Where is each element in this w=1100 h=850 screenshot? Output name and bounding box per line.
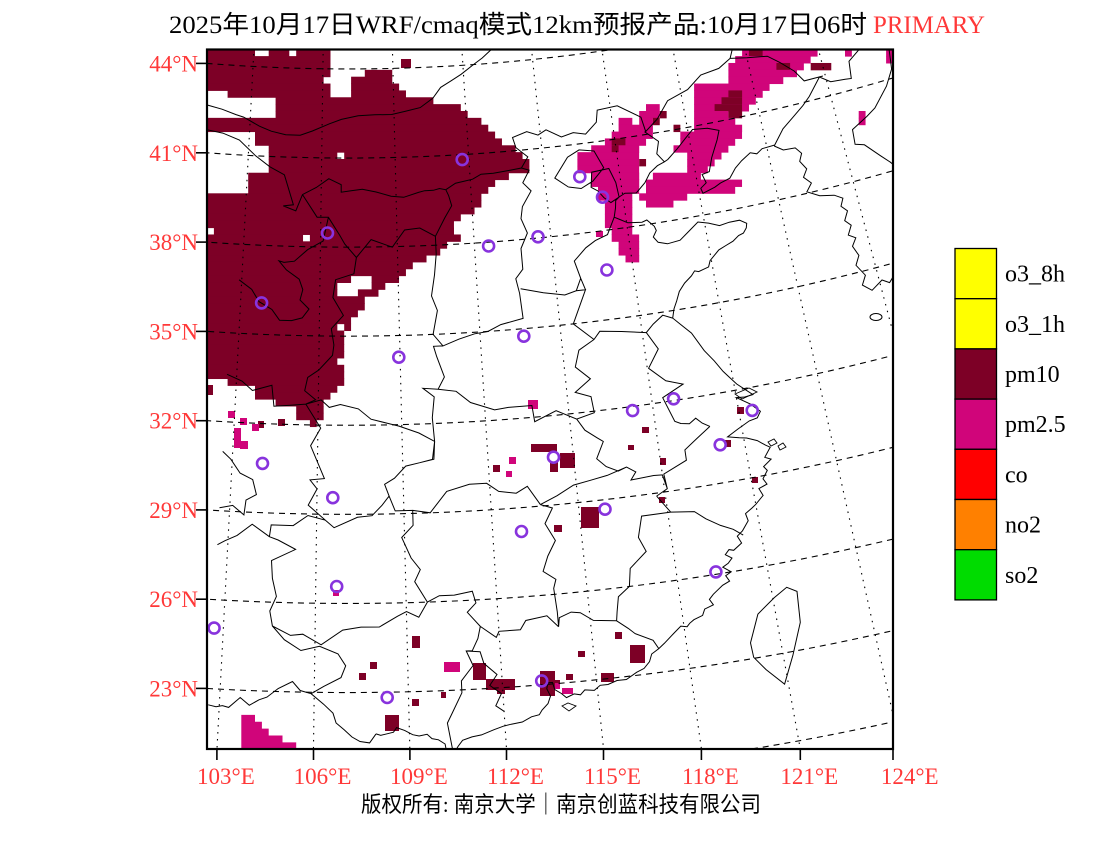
svg-text:44°N: 44°N [149, 51, 198, 76]
svg-text:pm10: pm10 [1005, 362, 1060, 388]
svg-text:41°N: 41°N [149, 141, 198, 166]
svg-text:115°E: 115°E [584, 764, 641, 789]
svg-text:23°N: 23°N [149, 676, 198, 701]
svg-text:o3_8h: o3_8h [1005, 262, 1065, 288]
svg-text:co: co [1005, 462, 1028, 488]
svg-text:版权所有: 南京大学｜南京创蓝科技有限公司: 版权所有: 南京大学｜南京创蓝科技有限公司 [361, 792, 761, 817]
svg-text:106°E: 106°E [294, 764, 352, 789]
svg-text:38°N: 38°N [149, 230, 198, 255]
svg-text:103°E: 103°E [197, 764, 255, 789]
svg-text:so2: so2 [1005, 563, 1038, 589]
svg-text:124°E: 124°E [881, 764, 939, 789]
svg-text:112°E: 112°E [487, 764, 544, 789]
svg-text:35°N: 35°N [149, 319, 198, 344]
svg-text:109°E: 109°E [390, 764, 448, 789]
svg-text:121°E: 121°E [780, 764, 838, 789]
svg-text:118°E: 118°E [682, 764, 739, 789]
svg-text:32°N: 32°N [149, 409, 198, 434]
svg-text:2025年10月17日WRF/cmaq模式12km预报产品:: 2025年10月17日WRF/cmaq模式12km预报产品:10月17日06时 [169, 11, 867, 39]
svg-text:o3_1h: o3_1h [1005, 312, 1065, 338]
svg-text:no2: no2 [1005, 513, 1041, 539]
svg-text:29°N: 29°N [149, 498, 198, 523]
svg-text:26°N: 26°N [149, 587, 198, 612]
svg-text:pm2.5: pm2.5 [1005, 412, 1066, 438]
svg-text:PRIMARY: PRIMARY [873, 12, 985, 39]
